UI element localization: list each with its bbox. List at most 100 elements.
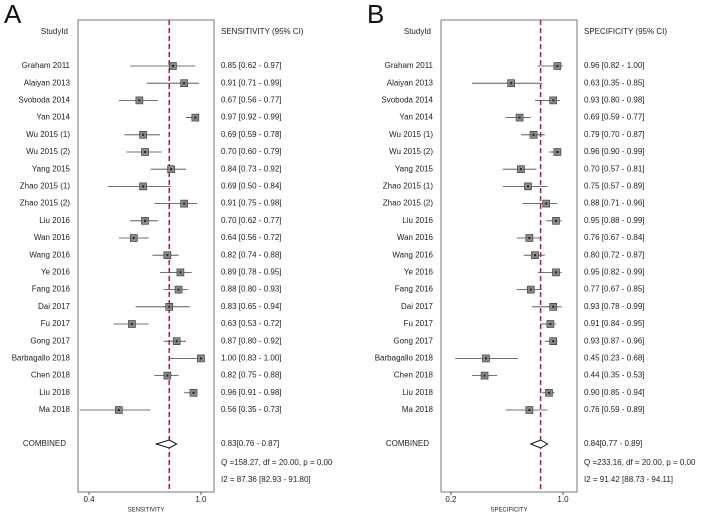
point-center [552, 305, 555, 308]
ci-label: 0.93 [0.78 - 0.99] [584, 302, 645, 311]
ci-label: 0.93 [0.80 - 0.98] [584, 96, 645, 105]
ci-header: SPECIFICITY (95% CI) [584, 27, 667, 36]
x-axis-label: SPECIFICITY [490, 508, 527, 514]
study-name: Zhao 2015 (1) [20, 182, 71, 191]
ci-label: 0.82 [0.74 - 0.88] [221, 250, 282, 259]
ci-label: 0.88 [0.80 - 0.93] [221, 285, 282, 294]
study-name: Ma 2018 [39, 405, 71, 414]
study-name: Barbagallo 2018 [375, 354, 434, 363]
study-name: Dai 2017 [401, 302, 434, 311]
point-center [132, 237, 135, 239]
point-center [199, 357, 202, 360]
point-center [510, 82, 513, 85]
ci-label: 0.69 [0.59 - 0.77] [584, 113, 645, 122]
point-center [192, 391, 195, 394]
x-tick-label: 0.2 [445, 495, 457, 504]
ci-label: 0.83 [0.65 - 0.94] [221, 302, 282, 311]
ci-label: 0.95 [0.88 - 0.99] [584, 216, 645, 225]
study-name: Alaiyan 2013 [24, 78, 71, 87]
point-center [528, 237, 531, 239]
ci-label: 0.84 [0.73 - 0.92] [221, 164, 282, 173]
ci-label: 0.45 [0.23 - 0.68] [584, 354, 645, 363]
combined-diamond [529, 439, 549, 449]
study-name: Wu 2015 (1) [26, 130, 70, 139]
ci-label: 0.96 [0.91 - 0.98] [221, 388, 282, 397]
ci-label: 0.70 [0.57 - 0.81] [584, 164, 645, 173]
study-name: Zhao 2015 (1) [383, 182, 434, 191]
study-name: Zhao 2015 (2) [383, 199, 434, 208]
point-center [170, 168, 173, 171]
panel-label: B [367, 0, 384, 29]
point-center [166, 254, 169, 257]
ci-label: 0.69 [0.59 - 0.78] [221, 130, 282, 139]
ci-label: 0.82 [0.75 - 0.88] [221, 371, 282, 380]
study-name: Barbagallo 2018 [12, 354, 71, 363]
x-axis-label: SENSITIVITY [128, 508, 165, 514]
study-name: Fu 2017 [41, 319, 71, 328]
ci-label: 0.96 [0.90 - 0.99] [584, 147, 645, 156]
point-center [554, 219, 557, 222]
study-name: Gong 2017 [30, 336, 70, 345]
point-center [549, 323, 552, 325]
point-center [556, 65, 559, 67]
point-center [556, 151, 559, 153]
point-center [552, 340, 555, 343]
ci-label: 0.75 [0.57 - 0.89] [584, 182, 645, 191]
ci-label: 1.00 [0.83 - 1.00] [221, 354, 282, 363]
study-name: Fu 2017 [404, 319, 434, 328]
q-statistic: Q =233.16, df = 20.00, p = 0.00 [584, 458, 696, 467]
point-center [526, 185, 529, 188]
ci-label: 0.96 [0.82 - 1.00] [584, 61, 645, 70]
study-name: Graham 2011 [385, 61, 434, 70]
study-name: Ma 2018 [402, 405, 434, 414]
point-center [518, 116, 521, 119]
point-center [183, 202, 186, 205]
point-center [142, 133, 145, 136]
point-center [552, 99, 555, 102]
study-name: Wan 2016 [397, 233, 434, 242]
point-center [143, 151, 146, 153]
x-tick-label: 1.0 [557, 495, 569, 504]
ci-label: 0.77 [0.67 - 0.85] [584, 285, 645, 294]
ci-label: 0.91 [0.75 - 0.98] [221, 199, 282, 208]
ci-header: SENSITIVITY (95% CI) [221, 27, 304, 36]
combined-name: COMBINED [386, 439, 429, 448]
study-name: Liu 2016 [39, 216, 70, 225]
point-center [533, 254, 536, 257]
ci-label: 0.63 [0.53 - 0.72] [221, 319, 282, 328]
column-header: StudyId [41, 27, 68, 36]
point-center [532, 133, 535, 136]
study-name: Gong 2017 [393, 336, 433, 345]
ci-label: 0.91 [0.71 - 0.99] [221, 78, 282, 87]
study-name: Liu 2018 [402, 388, 433, 397]
study-name: Liu 2016 [402, 216, 433, 225]
combined-diamond [154, 439, 178, 449]
point-center [168, 305, 171, 308]
plot-frame [440, 19, 578, 493]
study-name: Wang 2016 [392, 250, 433, 259]
ci-label: 0.76 [0.59 - 0.89] [584, 405, 645, 414]
ci-label: 0.95 [0.82 - 0.99] [584, 268, 645, 277]
combined-label: 0.84[0.77 - 0.89] [584, 439, 642, 448]
study-name: Fang 2016 [395, 285, 434, 294]
study-name: Wang 2016 [29, 250, 70, 259]
point-center [177, 288, 180, 291]
study-name: Dai 2017 [38, 302, 71, 311]
point-center [484, 357, 487, 360]
ci-label: 0.70 [0.60 - 0.79] [221, 147, 282, 156]
ci-label: 0.69 [0.50 - 0.84] [221, 182, 282, 191]
study-name: Alaiyan 2013 [387, 78, 434, 87]
point-center [194, 116, 197, 119]
study-name: Wan 2016 [34, 233, 71, 242]
study-name: Wu 2015 (2) [26, 147, 70, 156]
study-name: Zhao 2015 (2) [20, 199, 71, 208]
study-name: Wu 2015 (1) [389, 130, 433, 139]
ci-label: 0.76 [0.67 - 0.84] [584, 233, 645, 242]
plot-frame [77, 19, 215, 493]
column-header: StudyId [404, 27, 431, 36]
x-tick-label: 1.0 [195, 495, 207, 504]
ci-label: 0.80 [0.72 - 0.87] [584, 250, 645, 259]
study-name: Yang 2015 [395, 164, 434, 173]
x-tick-label: 0.4 [83, 495, 95, 504]
